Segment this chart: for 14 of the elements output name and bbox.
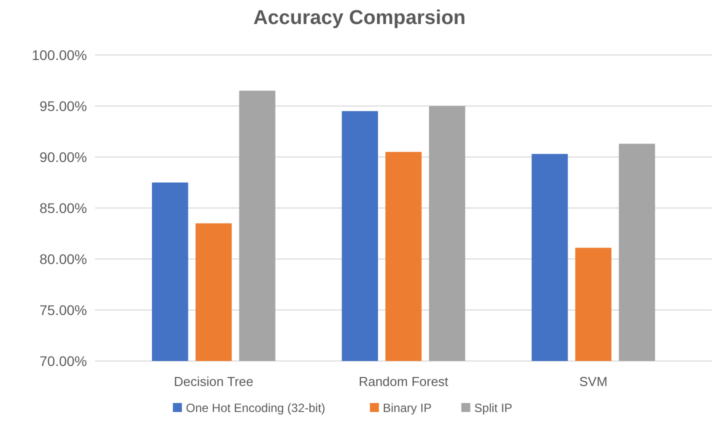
y-tick-label: 85.00% [40,200,87,216]
legend-label: Split IP [474,401,512,416]
y-tick-label: 75.00% [40,302,87,318]
y-tick-label: 70.00% [40,352,87,369]
y-tick-label: 100.00% [32,46,87,63]
legend-label: Binary IP [382,401,432,416]
x-tick-label: SVM [579,374,608,389]
chart-title: Accuracy Comparsion [253,7,466,29]
y-tick-label: 95.00% [40,98,87,114]
y-tick-label: 90.00% [40,148,87,165]
y-tick-label: 80.00% [40,250,87,267]
legend-label: One Hot Encoding (32-bit) [186,401,326,416]
x-tick-label: Random Forest [358,374,449,389]
x-tick-label: Decision Tree [174,374,254,389]
